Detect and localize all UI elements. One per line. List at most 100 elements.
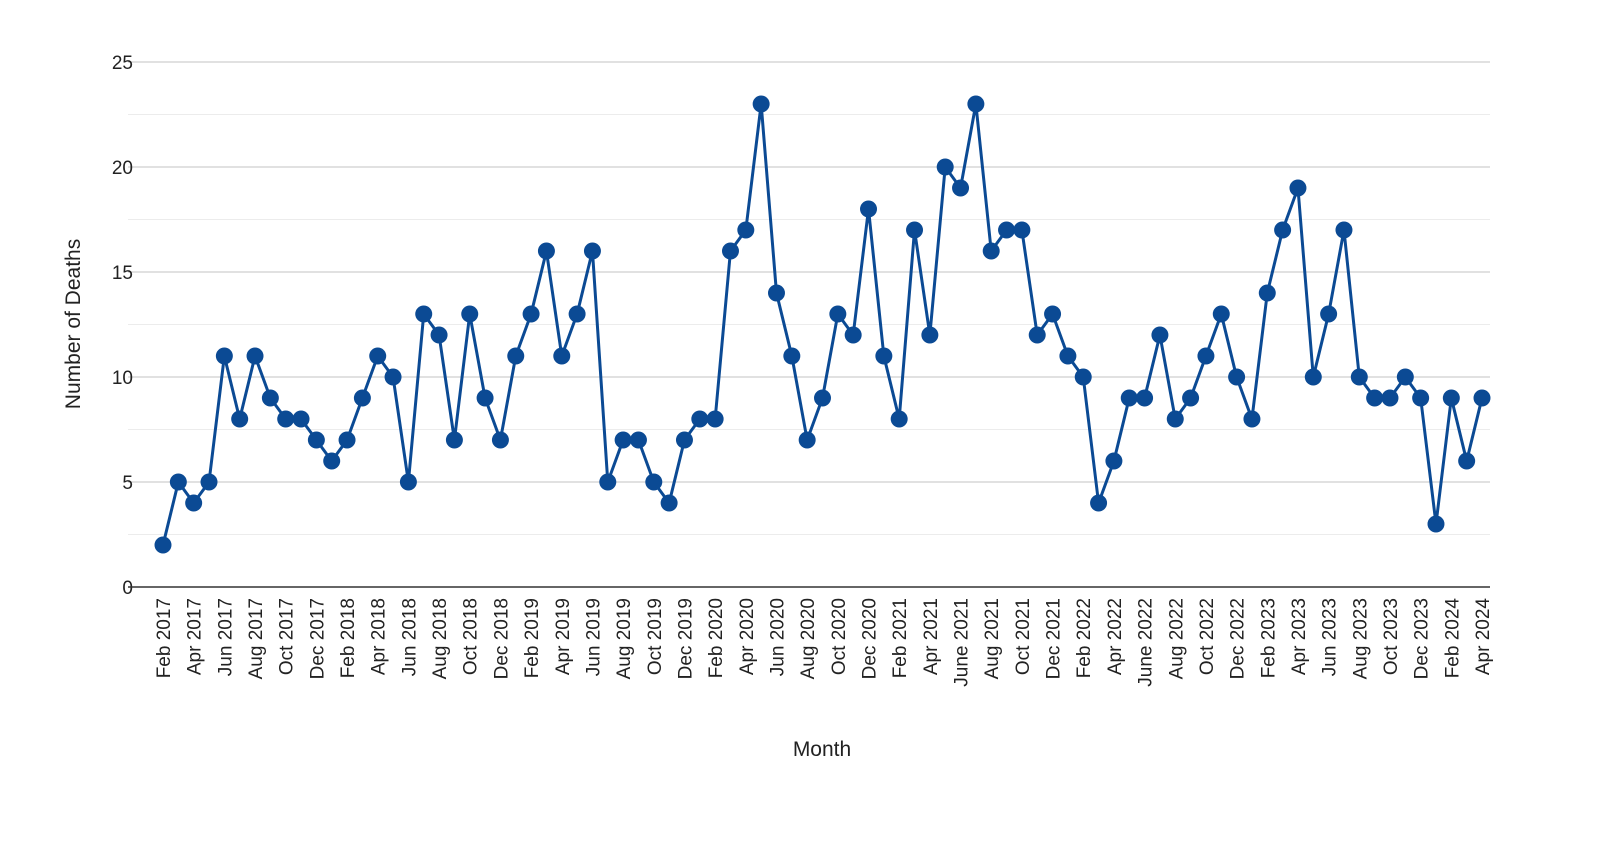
x-tick-label: Feb 2019 [522, 598, 543, 678]
data-point [1412, 389, 1430, 407]
x-tick-label: Aug 2023 [1350, 598, 1371, 679]
data-point [1136, 389, 1154, 407]
data-point [461, 305, 479, 323]
x-tick-label: Jun 2023 [1320, 598, 1341, 676]
x-tick-label: Aug 2017 [246, 598, 267, 679]
data-point [1151, 326, 1169, 344]
data-point [814, 389, 831, 407]
y-tick-label: 5 [122, 473, 133, 494]
data-point [660, 494, 678, 512]
data-point [645, 473, 663, 491]
data-point [875, 347, 893, 365]
x-tick-label: Dec 2022 [1228, 598, 1249, 679]
x-tick-label: Dec 2019 [675, 598, 696, 679]
data-point [292, 410, 310, 428]
data-point [553, 347, 571, 365]
x-tick-label: Oct 2018 [461, 598, 482, 675]
data-point [1350, 368, 1368, 386]
x-tick-label: Aug 2021 [982, 598, 1003, 679]
y-tick-label: 0 [122, 578, 133, 599]
data-point [583, 242, 601, 260]
y-tick-label: 25 [112, 53, 133, 74]
data-point [1197, 347, 1215, 365]
x-tick-label: Oct 2022 [1197, 598, 1218, 675]
data-point [261, 389, 279, 407]
data-point [921, 326, 939, 344]
data-point [1381, 389, 1399, 407]
x-tick-label: Dec 2020 [860, 598, 881, 679]
data-point [338, 431, 356, 449]
data-point [507, 347, 525, 365]
data-point [860, 200, 878, 218]
data-point [752, 95, 770, 113]
y-axis-title: Number of Deaths [62, 239, 85, 409]
data-point [323, 452, 341, 470]
x-tick-label: Aug 2020 [798, 598, 819, 679]
data-point [1028, 326, 1046, 344]
data-point [1473, 389, 1491, 407]
data-point [599, 473, 617, 491]
x-tick-label: Apr 2017 [185, 598, 206, 675]
data-point [1228, 368, 1246, 386]
data-point [952, 179, 970, 197]
data-point [691, 410, 709, 428]
data-point [1090, 494, 1108, 512]
data-point [798, 431, 816, 449]
data-point [1105, 452, 1123, 470]
data-point [706, 410, 724, 428]
x-tick-label: Feb 2017 [154, 598, 175, 678]
data-point [353, 389, 371, 407]
data-point [1320, 305, 1338, 323]
data-point [1059, 347, 1077, 365]
data-point [1120, 389, 1138, 407]
data-point [844, 326, 862, 344]
x-tick-label: Aug 2018 [430, 598, 451, 679]
x-tick-label: Oct 2019 [645, 598, 666, 675]
data-point [1013, 221, 1031, 239]
data-points [154, 95, 1491, 554]
y-tick-label: 20 [112, 158, 133, 179]
x-tick-label: Oct 2021 [1013, 598, 1034, 675]
x-tick-label: Feb 2021 [890, 598, 911, 678]
data-point [430, 326, 448, 344]
data-point [231, 410, 249, 428]
data-point [1258, 284, 1276, 302]
x-tick-label: Aug 2019 [614, 598, 635, 679]
x-tick-label: Dec 2018 [491, 598, 512, 679]
data-point [537, 242, 555, 260]
x-tick-label: June 2022 [1136, 598, 1157, 687]
y-axis-ticks: 0 5 10 15 20 25 [112, 53, 133, 599]
x-tick-label: Apr 2021 [921, 598, 942, 675]
data-point [1304, 368, 1322, 386]
data-point [568, 305, 586, 323]
x-tick-label: Dec 2017 [307, 598, 328, 679]
data-point [491, 431, 509, 449]
x-tick-label: Oct 2023 [1381, 598, 1402, 675]
data-point [829, 305, 847, 323]
data-point [614, 431, 632, 449]
data-point [399, 473, 417, 491]
x-tick-label: Oct 2017 [277, 598, 298, 675]
data-point [1182, 389, 1200, 407]
data-point [307, 431, 325, 449]
data-point [783, 347, 801, 365]
data-point [384, 368, 402, 386]
data-point [246, 347, 264, 365]
x-tick-label: Apr 2023 [1289, 598, 1310, 675]
data-point [1458, 452, 1476, 470]
data-point [1335, 221, 1353, 239]
data-point [185, 494, 203, 512]
x-tick-label: June 2021 [952, 598, 973, 687]
x-tick-label: Feb 2023 [1258, 598, 1279, 678]
data-point [1274, 221, 1292, 239]
data-point [629, 431, 647, 449]
x-tick-label: Apr 2018 [369, 598, 390, 675]
data-point [476, 389, 494, 407]
data-point [767, 284, 785, 302]
data-point [1166, 410, 1184, 428]
data-point [1396, 368, 1414, 386]
data-point [998, 221, 1016, 239]
data-point [721, 242, 739, 260]
data-point [1074, 368, 1092, 386]
